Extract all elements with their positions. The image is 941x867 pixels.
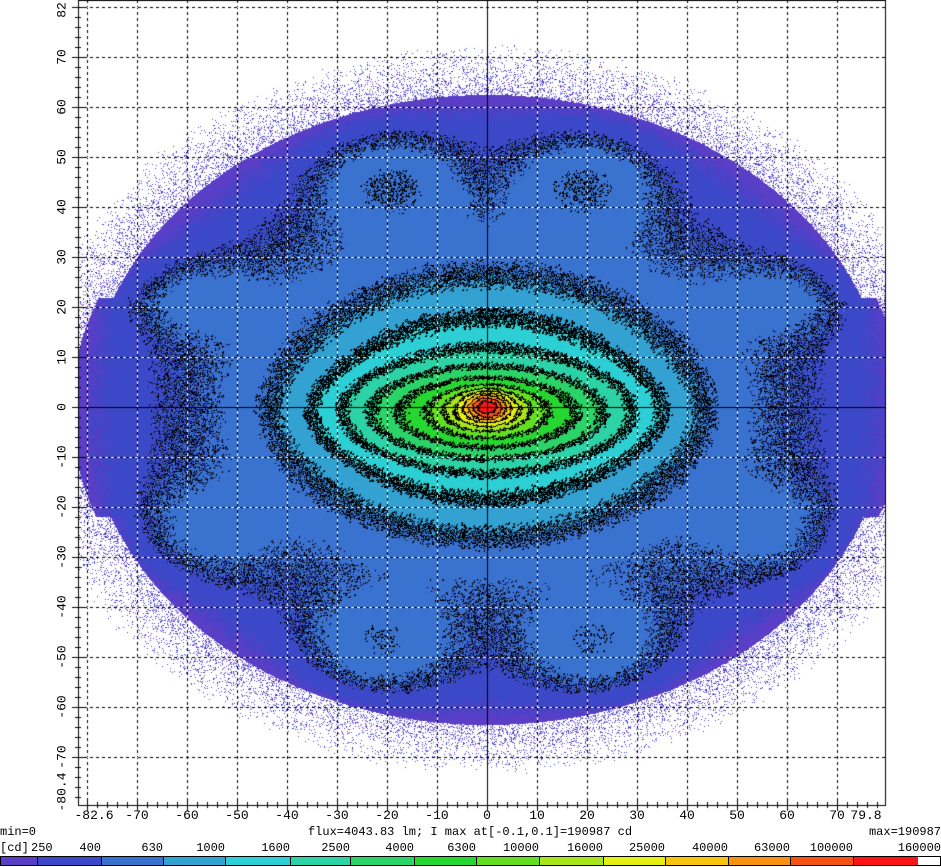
- colorbar-segment: [729, 857, 791, 865]
- y-tick-label: 10: [54, 349, 70, 365]
- y-tick-label: 40: [54, 199, 70, 215]
- colorbar-label: 400: [79, 841, 101, 855]
- colorbar-label: 10000: [502, 841, 539, 855]
- colorbar-label: 2500: [321, 841, 350, 855]
- y-tick-label: -60: [54, 695, 70, 719]
- y-tick-label: 20: [54, 299, 70, 315]
- colorbar-segment: [477, 857, 540, 865]
- y-tick-label: 50: [54, 149, 70, 165]
- y-tick-label: 82: [54, 2, 70, 18]
- max-label: max=190987: [868, 825, 941, 839]
- colorbar-segment: [540, 857, 604, 865]
- x-tick-label: -60: [175, 808, 199, 823]
- y-tick-label: 60: [54, 99, 70, 115]
- x-tick-label: 0: [483, 808, 491, 823]
- y-tick-label: 30: [54, 249, 70, 265]
- x-tick-label: 50: [729, 808, 745, 823]
- colorbar-segment: [102, 857, 164, 865]
- y-tick-label: -20: [54, 495, 70, 519]
- x-tick-label: -30: [325, 808, 349, 823]
- x-tick-label: -40: [275, 808, 299, 823]
- colorbar-label: 63000: [753, 841, 790, 855]
- colorbar-label: 16000: [566, 841, 603, 855]
- y-tick-label: 0: [54, 403, 70, 411]
- y-tick-label: -10: [54, 445, 70, 469]
- x-tick-label: 70: [829, 808, 845, 823]
- colorbar-label: 4000: [385, 841, 414, 855]
- colorbar-label: 6300: [447, 841, 476, 855]
- y-tick-label: -80.4: [54, 772, 70, 812]
- colorbar-segment: [291, 857, 351, 865]
- y-tick-label: -70: [54, 745, 70, 769]
- colorbar-labels: 250 400 630 1000 1600 2500 4000 6300 10000 16000 2…: [0, 841, 941, 855]
- colorbar-label: 100000: [809, 841, 853, 855]
- colorbar-segment: [164, 857, 226, 865]
- colorbar: [0, 856, 941, 866]
- x-tick-label: -50: [225, 808, 249, 823]
- y-tick-label: -40: [54, 595, 70, 619]
- unit-label: [cd]: [0, 841, 29, 855]
- x-tick-label: -20: [375, 808, 399, 823]
- colorbar-segment: [226, 857, 291, 865]
- y-tick-label: -50: [54, 645, 70, 669]
- colorbar-segment: [415, 857, 477, 865]
- colorbar-segment: [666, 857, 729, 865]
- colorbar-label: 630: [141, 841, 163, 855]
- colorbar-label: 250: [31, 841, 53, 855]
- colorbar-label: 40000: [691, 841, 728, 855]
- colorbar-label: 160000: [897, 841, 941, 855]
- x-tick-label: 60: [779, 808, 795, 823]
- x-tick-label: 20: [579, 808, 595, 823]
- colorbar-label: 1600: [261, 841, 290, 855]
- x-tick-label: -10: [425, 808, 449, 823]
- x-tick-label: 10: [529, 808, 545, 823]
- colorbar-segment: [38, 857, 102, 865]
- flux-info-label: flux=4043.83 lm; I max at[-0.1,0.1]=1909…: [307, 825, 633, 839]
- x-tick-label: 40: [679, 808, 695, 823]
- colorbar-segment: [791, 857, 854, 865]
- colorbar-label: 1000: [196, 841, 225, 855]
- colorbar-segment: [854, 857, 918, 865]
- colorbar-label: 25000: [628, 841, 665, 855]
- colorbar-segment: [604, 857, 666, 865]
- y-tick-label: 70: [54, 49, 70, 65]
- x-tick-label: 79.8: [850, 808, 882, 823]
- x-tick-label: 30: [629, 808, 645, 823]
- colorbar-segment: [1, 857, 38, 865]
- x-tick-label: -82.6: [74, 808, 114, 823]
- y-tick-label: -30: [54, 545, 70, 569]
- colorbar-segment: [351, 857, 415, 865]
- min-label: min=0: [0, 825, 37, 839]
- x-tick-label: -70: [125, 808, 149, 823]
